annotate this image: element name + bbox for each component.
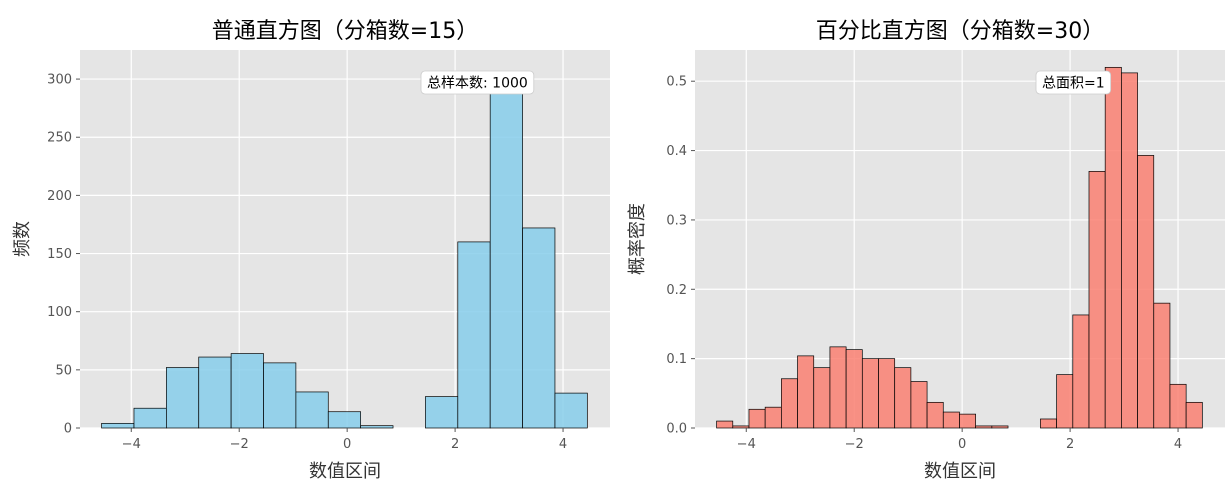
histogram-bar (991, 425, 1009, 429)
y-tick-label: 50 (55, 363, 72, 378)
y-tick-label: 0 (64, 422, 72, 437)
y-tick-label: 0.4 (666, 144, 687, 159)
histogram-bar (1137, 155, 1155, 429)
histogram-bar (959, 413, 977, 429)
histogram-bar (894, 367, 912, 429)
histogram-bar (1104, 66, 1122, 429)
histogram-bar (829, 346, 847, 429)
x-axis-label: 数值区间 (309, 461, 381, 482)
histogram-bar (716, 420, 734, 429)
y-tick-label: 0.0 (666, 422, 687, 437)
annotation-background (420, 70, 535, 95)
histogram-bar (230, 353, 264, 429)
x-tick-label: −4 (122, 437, 141, 452)
histogram-bar (1056, 374, 1074, 429)
histogram-bar (861, 358, 879, 429)
histogram-bar (327, 411, 362, 429)
y-tick-label: 0.5 (666, 75, 687, 90)
chart-title: 普通直方图（分箱数=15） (212, 19, 478, 44)
histogram-bar (554, 392, 588, 429)
histogram-bar (732, 425, 750, 429)
histogram-bar (1169, 383, 1187, 429)
x-tick-label: 4 (1174, 437, 1182, 452)
y-tick-label: 300 (47, 73, 72, 88)
histogram-bar (101, 422, 135, 429)
histogram-bar (845, 349, 863, 429)
histogram-bar (133, 407, 167, 429)
x-tick-label: 0 (958, 437, 966, 452)
histogram-bar (1088, 171, 1106, 429)
histogram-bar (263, 362, 297, 429)
y-tick-label: 0.1 (666, 352, 687, 367)
y-tick-label: 200 (47, 189, 72, 204)
chart-panel-2: −4 −2 0 2 4 0.0 0.1 0.2 0.3 0.4 0.5 百分比直方图（分箱数=30） 数… (627, 19, 1225, 482)
x-tick-label: 0 (343, 437, 351, 452)
histogram-bar (295, 391, 329, 429)
histogram-bar (781, 378, 798, 429)
histogram-bar (166, 367, 200, 429)
histogram-bar (1072, 314, 1090, 429)
annotation-text: 总样本数: 1000 (427, 76, 528, 92)
histogram-bar (1040, 418, 1057, 429)
y-axis-label: 概率密度 (627, 203, 648, 275)
y-axis-label: 频数 (12, 221, 33, 257)
x-tick-label: −2 (845, 437, 864, 452)
x-tick-label: 2 (451, 437, 459, 452)
annotation-box: 总面积=1 (1035, 70, 1112, 95)
y-tick-label: 100 (47, 305, 72, 320)
histogram-bar (1121, 72, 1138, 429)
x-tick-label: 2 (1066, 437, 1074, 452)
annotation-text: 总面积=1 (1042, 76, 1105, 92)
y-tick-label: 0.3 (666, 213, 687, 228)
histogram-bar (1153, 302, 1171, 429)
histogram-bar (522, 227, 556, 429)
histogram-bar (764, 406, 782, 429)
x-tick-label: 4 (559, 437, 567, 452)
histogram-bar (797, 355, 815, 429)
histogram-bar (489, 83, 523, 429)
histogram-bar (942, 411, 960, 429)
histogram-bar (910, 381, 928, 429)
y-tick-label: 250 (47, 131, 72, 146)
histogram-bar (813, 367, 831, 429)
x-tick-label: −4 (737, 437, 756, 452)
histogram-bar (198, 356, 232, 429)
histogram-bar (975, 425, 993, 429)
chart-title: 百分比直方图（分箱数=30） (816, 19, 1104, 44)
annotation-background (1035, 70, 1112, 95)
histogram-bar (878, 358, 896, 429)
histogram-bar (457, 241, 491, 429)
histogram-bar (360, 425, 394, 429)
histogram-bar (926, 401, 944, 429)
x-tick-label: −2 (230, 437, 249, 452)
x-axis-label: 数值区间 (924, 461, 996, 482)
histogram-bar (748, 408, 766, 429)
y-tick-label: 150 (47, 247, 72, 262)
annotation-box: 总样本数: 1000 (420, 70, 535, 95)
chart-panel-1: −4 −2 0 2 4 0 50 100 150 200 250 300 普通直方图（分箱数=15） 数值… (12, 19, 610, 482)
histogram-bar (1185, 401, 1203, 429)
histogram-bar (425, 396, 459, 429)
y-tick-label: 0.2 (666, 283, 687, 298)
